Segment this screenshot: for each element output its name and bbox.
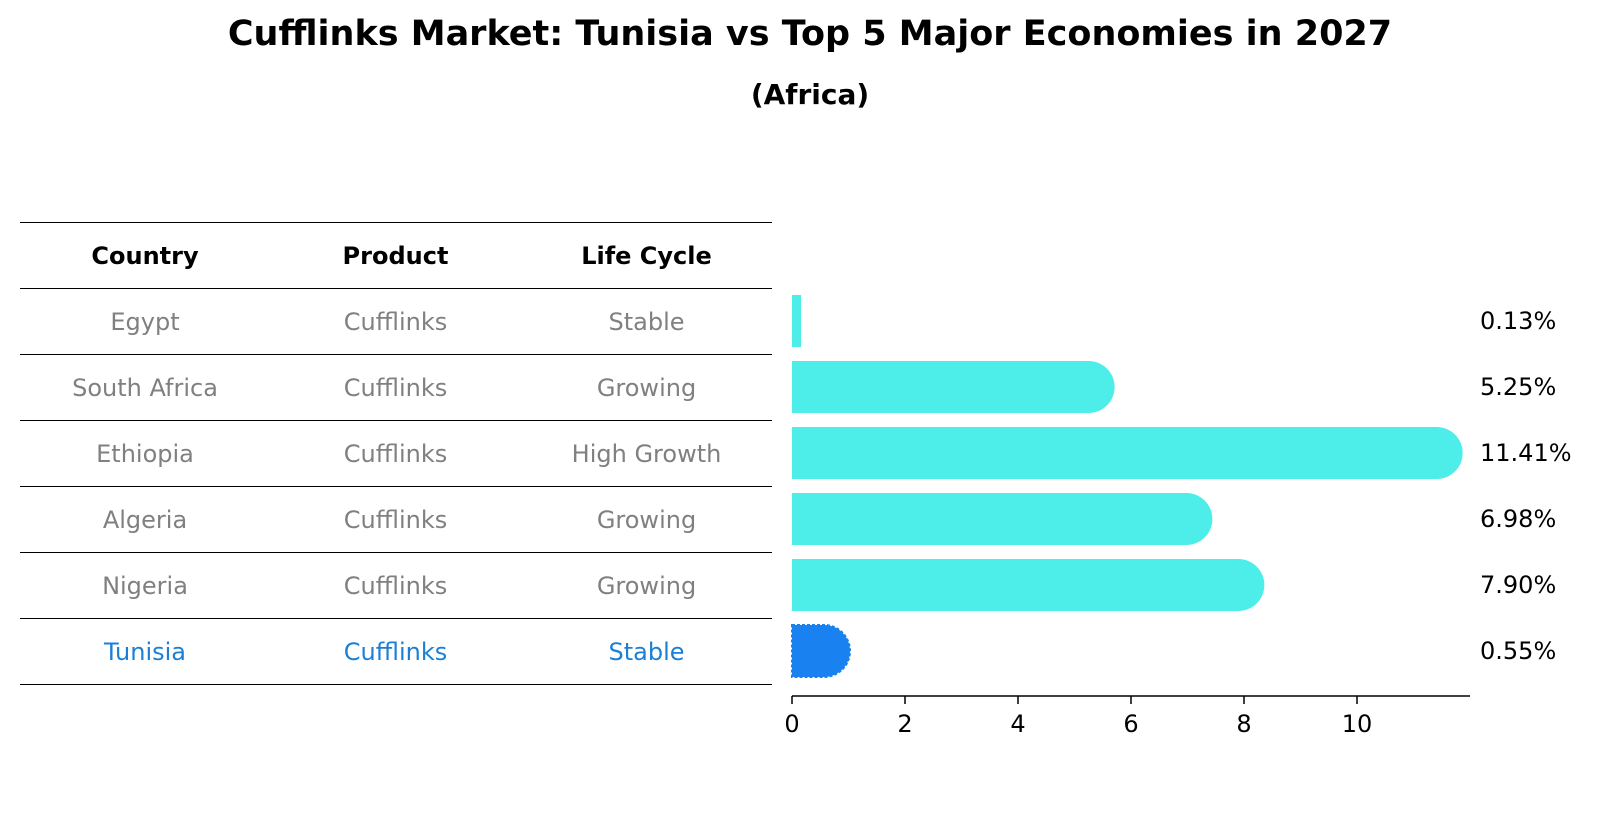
life-cycle-cell: Growing [596,571,697,600]
x-tick-label: 8 [1236,710,1251,738]
country-cell: South Africa [72,373,218,402]
header-product: Product [342,241,449,270]
country-cell: Algeria [102,505,188,534]
value-label: 5.25% [1480,373,1556,401]
table-row-highlight: Tunisia Cufflinks Stable [20,619,772,685]
bar-nigeria [792,559,1265,611]
x-tick-label: 4 [1010,710,1025,738]
bar-tunisia [791,624,851,678]
table-row: Nigeria Cufflinks Growing [20,553,772,619]
value-label: 0.55% [1480,637,1556,665]
bar-egypt [792,295,801,347]
header-life-cycle: Life Cycle [581,241,712,270]
bar-ethiopia [792,427,1463,479]
header-country: Country [91,241,199,270]
country-cell: Egypt [110,307,180,336]
value-label: 11.41% [1480,439,1572,467]
bar-algeria [792,493,1213,545]
table-row: Ethiopia Cufflinks High Growth [20,421,772,487]
value-label: 7.90% [1480,571,1556,599]
x-tick-label: 10 [1342,710,1373,738]
product-cell: Cufflinks [343,505,448,534]
chart-title: Cufflinks Market: Tunisia vs Top 5 Major… [227,14,1393,54]
x-tick-label: 2 [897,710,912,738]
product-cell: Cufflinks [343,637,448,666]
bar-south-africa [792,361,1115,413]
life-cycle-cell: Stable [608,637,685,666]
table-row: Algeria Cufflinks Growing [20,487,772,553]
product-cell: Cufflinks [343,307,448,336]
country-table: Country Product Life Cycle Egypt Cufflin… [20,222,772,685]
product-cell: Cufflinks [343,571,448,600]
life-cycle-cell: High Growth [571,439,722,468]
country-cell: Tunisia [104,637,186,666]
life-cycle-cell: Growing [596,373,697,402]
table-header-row: Country Product Life Cycle [20,223,772,289]
x-tick-label: 0 [784,710,799,738]
table-row: Egypt Cufflinks Stable [20,289,772,355]
life-cycle-cell: Growing [596,505,697,534]
x-tick-label: 6 [1123,710,1138,738]
country-cell: Nigeria [102,571,188,600]
value-label: 0.13% [1480,307,1556,335]
table-row: South Africa Cufflinks Growing [20,355,772,421]
value-label: 6.98% [1480,505,1556,533]
country-cell: Ethiopia [96,439,194,468]
product-cell: Cufflinks [343,373,448,402]
product-cell: Cufflinks [343,439,448,468]
chart-subtitle: (Africa) [750,78,870,111]
life-cycle-cell: Stable [608,307,685,336]
